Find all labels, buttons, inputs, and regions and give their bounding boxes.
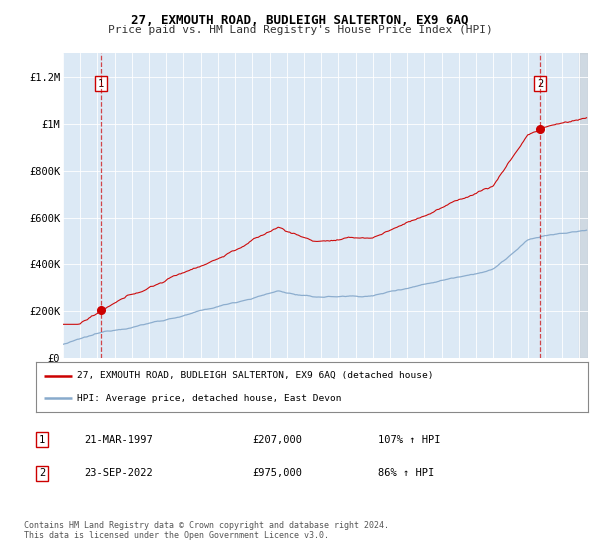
Text: 107% ↑ HPI: 107% ↑ HPI bbox=[378, 435, 440, 445]
Text: Contains HM Land Registry data © Crown copyright and database right 2024.
This d: Contains HM Land Registry data © Crown c… bbox=[24, 521, 389, 540]
Text: 27, EXMOUTH ROAD, BUDLEIGH SALTERTON, EX9 6AQ (detached house): 27, EXMOUTH ROAD, BUDLEIGH SALTERTON, EX… bbox=[77, 371, 434, 380]
Text: 27, EXMOUTH ROAD, BUDLEIGH SALTERTON, EX9 6AQ: 27, EXMOUTH ROAD, BUDLEIGH SALTERTON, EX… bbox=[131, 14, 469, 27]
Bar bbox=[580, 53, 588, 358]
Text: 86% ↑ HPI: 86% ↑ HPI bbox=[378, 468, 434, 478]
Text: 1: 1 bbox=[98, 79, 104, 88]
Text: £207,000: £207,000 bbox=[252, 435, 302, 445]
Text: 2: 2 bbox=[39, 468, 45, 478]
Text: 21-MAR-1997: 21-MAR-1997 bbox=[84, 435, 153, 445]
Text: 2: 2 bbox=[537, 79, 543, 88]
Text: 1: 1 bbox=[39, 435, 45, 445]
Text: HPI: Average price, detached house, East Devon: HPI: Average price, detached house, East… bbox=[77, 394, 342, 403]
Text: 23-SEP-2022: 23-SEP-2022 bbox=[84, 468, 153, 478]
Text: Price paid vs. HM Land Registry's House Price Index (HPI): Price paid vs. HM Land Registry's House … bbox=[107, 25, 493, 35]
Text: £975,000: £975,000 bbox=[252, 468, 302, 478]
